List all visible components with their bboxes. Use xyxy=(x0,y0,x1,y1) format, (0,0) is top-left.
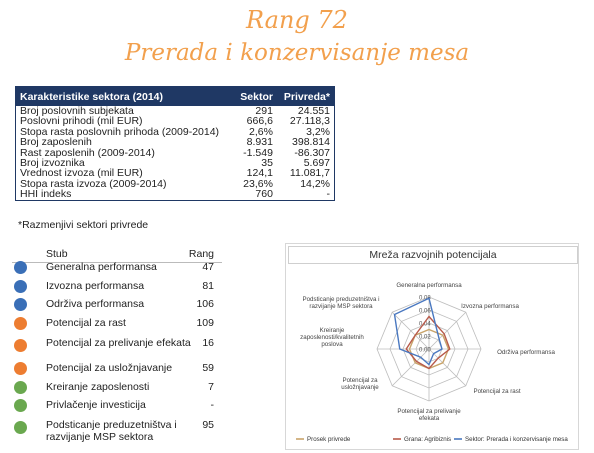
economy-value: 14,2% xyxy=(300,177,330,190)
pillar-color-dot-icon xyxy=(14,280,27,293)
radar-spoke xyxy=(428,311,467,350)
radar-tick-label: 0.08 xyxy=(419,296,431,302)
pillar-label: Kreiranje zaposlenosti xyxy=(46,381,150,393)
sector-value: -1.549 xyxy=(243,146,273,159)
economy-value: -86.307 xyxy=(294,146,330,159)
pillar-rank: 109 xyxy=(196,317,214,329)
row-label: Broj poslovnih subjekata xyxy=(20,105,134,117)
row-label: Vrednost izvoza (mil EUR) xyxy=(20,167,143,180)
radar-legend-label: Prosek privrede xyxy=(307,436,351,443)
radar-axis-label: Potencijal za prelivanje efekata xyxy=(397,408,461,422)
sector-value: 124,1 xyxy=(246,167,273,180)
table-row: Poslovni prihodi (mil EUR) 666,6 27.118,3 xyxy=(16,115,335,128)
pillar-rank: 47 xyxy=(202,261,214,273)
pillar-label: Potencijal za usložnjavanje xyxy=(46,362,173,374)
pillar-color-dot-icon xyxy=(14,399,27,412)
sector-title: Prerada i konzervisanje mesa xyxy=(124,40,470,66)
economy-value: 24.551 xyxy=(297,105,330,117)
table-row: Stopa rasta poslovnih prihoda (2009-2014… xyxy=(16,125,335,138)
sector-value: 8.931 xyxy=(246,136,273,149)
radar-series-line xyxy=(405,315,451,370)
radar-tick-label: 0.06 xyxy=(419,309,431,315)
pillar-color-dot-icon xyxy=(14,381,27,394)
pillar-color-dot-icon xyxy=(14,421,27,434)
radar-spoke xyxy=(391,348,430,387)
rank-title: Rang 72 xyxy=(246,6,348,34)
pillar-column-header: Stub xyxy=(46,248,68,260)
sector-value: 760 xyxy=(255,188,273,201)
pillar-rank: 106 xyxy=(196,298,214,310)
row-label: Stopa rasta poslovnih prihoda (2009-2014… xyxy=(20,125,220,138)
radar-axis-label: Kreiranje zaposlenosti/kvalitetnih poslova xyxy=(300,327,364,348)
table-row: Rast zaposlenih (2009-2014) -1.549 -86.307 xyxy=(16,146,335,159)
economy-value: 398.814 xyxy=(292,136,330,149)
economy-value: 5.697 xyxy=(303,157,330,170)
sector-value: 2,6% xyxy=(249,125,273,138)
pillar-color-dot-icon xyxy=(14,362,27,375)
radar-spoke xyxy=(428,348,467,387)
row-label: Broj zaposlenih xyxy=(20,136,92,149)
radar-axis-label: Izvozna performansa xyxy=(461,303,519,310)
column-header-sector: Sektor xyxy=(234,86,277,106)
row-label: Broj izvoznika xyxy=(20,157,85,170)
radar-axis-label: Generalna performansa xyxy=(396,282,462,289)
economy-value: - xyxy=(326,188,331,201)
pillar-label: Privlačenje investicija xyxy=(46,399,146,411)
radar-tick-label: 0.02 xyxy=(419,335,431,341)
table-row: Vrednost izvoza (mil EUR) 124,1 11.081,7 xyxy=(16,167,335,180)
table-row: Broj zaposlenih 8.931 398.814 xyxy=(16,136,335,149)
radar-tick-label: 0.00 xyxy=(419,348,431,354)
pillar-rank: 81 xyxy=(202,280,214,292)
pillar-rank: 7 xyxy=(208,381,214,393)
pillar-color-dot-icon xyxy=(14,339,27,352)
sector-value: 35 xyxy=(261,157,273,170)
sector-value: 666,6 xyxy=(246,115,273,128)
radar-legend-label: Grana: Agribiznis xyxy=(404,436,451,443)
table-row: HHI indeks 760 - xyxy=(16,189,335,200)
row-label: HHI indeks xyxy=(20,188,72,201)
characteristics-table: Karakteristike sektora (2014) Sektor Pri… xyxy=(15,86,335,201)
radar-axis-label: Potencijal za usložnjavanje xyxy=(341,377,379,391)
pillar-rank: - xyxy=(210,399,215,411)
radar-spoke xyxy=(391,311,430,350)
economy-value: 27.118,3 xyxy=(289,115,330,128)
radar-chart: 0.08 0.06 0.04 0.02 0.00 Generalna performans… xyxy=(296,282,568,443)
radar-chart-panel: Mreža razvojnih potencijala 0.08 0.06 0.04… xyxy=(285,243,579,450)
table-row: Broj poslovnih subjekata 291 24.551 xyxy=(16,105,335,117)
pillar-label: Potencijal za rast xyxy=(46,317,126,329)
sector-value: 291 xyxy=(255,105,273,117)
row-label: Rast zaposlenih (2009-2014) xyxy=(20,146,155,159)
characteristics-header-row: Karakteristike sektora (2014) Sektor Pri… xyxy=(15,86,335,106)
column-header-economy: Privreda* xyxy=(276,86,335,106)
radar-tick-label: 0.04 xyxy=(419,322,431,328)
economy-value: 11.081,7 xyxy=(289,167,330,180)
table-row: Broj izvoznika 35 5.697 xyxy=(16,157,335,170)
radar-axis-label: Potencijal za rast xyxy=(473,388,520,395)
sector-value: 23,6% xyxy=(243,177,273,190)
pillar-table-header: Stub Rang xyxy=(12,247,222,263)
row-label: Stopa rasta izvoza (2009-2014) xyxy=(20,177,167,190)
pillar-label: Potencijal za prelivanje efekata xyxy=(46,337,191,349)
row-label: Poslovni prihodi (mil EUR) xyxy=(20,115,143,128)
footnote: *Razmenjivi sektori privrede xyxy=(18,219,149,231)
rank-column-header: Rang xyxy=(188,248,214,260)
radar-chart-title: Mreža razvojnih potencijala xyxy=(288,246,578,264)
radar-axis-label: Podsticanje preduzetništva i razvijanje M… xyxy=(302,296,379,310)
pillar-color-dot-icon xyxy=(14,261,27,274)
radar-series-line xyxy=(393,297,443,366)
pillar-label: Generalna performansa xyxy=(46,261,157,273)
pillar-rank: 16 xyxy=(202,337,214,349)
pillar-color-dot-icon xyxy=(14,317,27,330)
pillar-label: Održiva performansa xyxy=(46,298,145,310)
radar-axis-label: Održiva performansa xyxy=(497,349,555,356)
pillar-rank: 95 xyxy=(202,419,214,431)
pillar-label: Izvozna performansa xyxy=(46,280,145,292)
radar-legend-label: Sektor: Prerada i konzervisanje mesa xyxy=(465,436,568,443)
column-header-characteristic: Karakteristike sektora (2014) xyxy=(15,86,235,106)
pillar-rank: 59 xyxy=(202,362,214,374)
economy-value: 3,2% xyxy=(306,125,330,138)
pillar-label: Podsticanje preduzetništva i razvijanje … xyxy=(46,419,177,443)
pillar-color-dot-icon xyxy=(14,298,27,311)
table-row: Stopa rasta izvoza (2009-2014) 23,6% 14,2% xyxy=(16,177,335,190)
